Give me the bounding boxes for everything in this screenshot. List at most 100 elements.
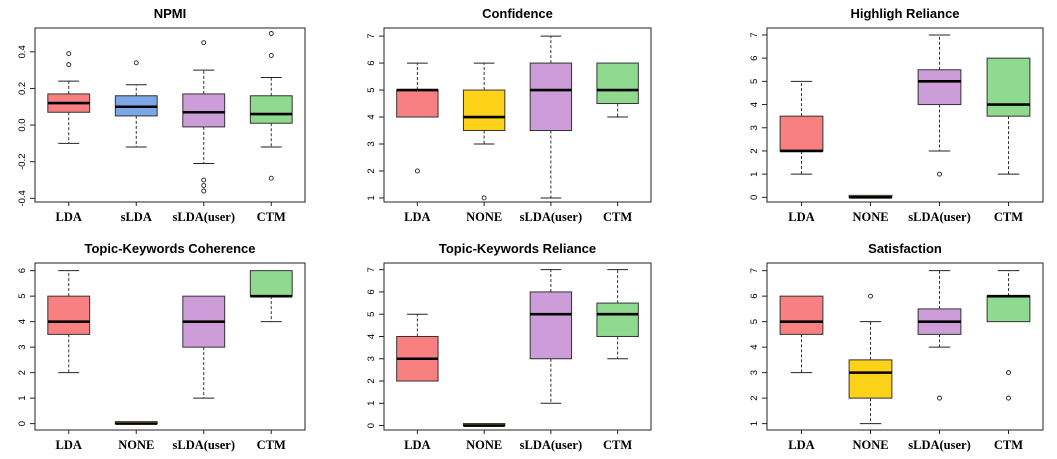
box-body [529,291,573,360]
y-tick-label: 2 [366,168,377,173]
outlier-point [268,31,274,36]
outlier-point [268,53,274,58]
y-tick-label: 4 [749,102,760,107]
y-tick-label: 7 [749,32,760,37]
y-tick-label: 7 [366,33,377,38]
box-ctm [596,269,639,360]
y-tick-label: 3 [366,356,377,361]
box-lda [779,295,824,374]
plot-frame [383,27,652,203]
chart-title: NPMI [154,6,187,21]
y-tick-label: 1 [17,395,28,400]
y-tick-label: 7 [749,268,760,273]
y-tick-label: 0 [749,195,760,200]
box-slda-user- [529,269,573,404]
outlier-point [201,40,207,46]
box-body [986,295,1031,323]
category-label: LDA [788,210,814,224]
category-label: LDA [56,438,82,452]
outlier-point [414,168,420,174]
plot-frame [34,262,306,431]
y-tick-label: 1 [749,172,760,177]
box-slda-user- [182,295,226,399]
boxplot-panel: Topic-Keywords Reliance 0 1 2 3 4 5 6 7 LDA NONE sL… [366,241,652,452]
box-body [529,62,573,132]
box-body [462,89,506,132]
box-body [249,95,293,124]
y-tick-label: 1 [366,195,377,200]
box-slda [114,60,158,148]
box-none [462,423,506,427]
category-label: CTM [603,438,632,452]
box-slda-user- [917,270,962,401]
boxplot-panel: Highligh Reliance 0 1 2 3 4 5 6 7 LDA NONE sLDA(use… [749,6,1044,224]
y-tick-label: 5 [366,312,377,317]
box-body [596,302,639,337]
box-body [848,359,893,399]
category-label: NONE [466,438,502,452]
y-tick-label: 3 [749,125,760,130]
y-tick-label: -0.2 [17,154,28,170]
category-label: LDA [404,438,430,452]
plot-frame [766,27,1044,203]
y-tick-label: 5 [17,293,28,298]
category-label: CTM [257,438,286,452]
y-tick-label: 5 [749,319,760,324]
y-tick-label: 4 [17,319,28,324]
outlier-point [268,175,274,181]
y-tick-label: 6 [17,268,28,273]
box-body [986,57,1031,117]
plot-frame [383,262,652,431]
y-tick-label: 5 [366,87,377,92]
y-tick-label: 0.2 [17,82,28,95]
outlier-point [1006,370,1011,376]
chart-title: Satisfaction [868,241,942,256]
box-lda [396,313,439,382]
plot-frame [34,27,306,203]
chart-title: Topic-Keywords Reliance [439,241,596,256]
chart-title: Highligh Reliance [850,6,959,21]
box-ctm [596,62,639,118]
y-tick-label: 4 [366,334,377,339]
box-none [462,62,506,201]
boxplot-panel: Satisfaction 1 2 3 4 5 6 7 LDA NONE sLDA(user) CTM [749,241,1044,452]
chart-title: Confidence [482,6,553,21]
box-ctm [249,270,293,323]
y-tick-label: 6 [749,293,760,298]
category-label: sLDA(user) [173,438,236,452]
y-tick-label: -0.4 [17,190,28,206]
box-body [779,115,824,152]
y-tick-label: 2 [749,395,760,400]
category-label: sLDA(user) [520,438,583,452]
box-lda [396,62,439,174]
box-body [47,295,91,335]
y-tick-label: 2 [17,370,28,375]
category-label: sLDA [121,210,152,224]
box-none [114,421,158,425]
box-body [249,270,293,297]
y-tick-label: 3 [366,141,377,146]
category-label: NONE [852,438,888,452]
plot-frame [766,262,1044,431]
category-label: CTM [257,210,286,224]
box-body [917,69,962,106]
box-body [182,93,226,128]
category-label: CTM [994,438,1023,452]
box-body [596,62,639,105]
category-label: LDA [788,438,814,452]
outlier-point [937,395,942,401]
y-tick-label: 6 [749,56,760,61]
outlier-point [201,183,207,188]
y-tick-label: 0 [17,421,28,426]
outlier-point [201,188,207,194]
box-body [396,89,439,118]
y-tick-label: 2 [366,378,377,383]
box-ctm [249,31,293,181]
boxplot-panel: Confidence 1 2 3 4 5 6 7 LDA NONE sLDA(user) CTM [366,6,652,224]
category-label: CTM [994,210,1023,224]
outlier-point [868,293,873,299]
y-tick-label: 7 [366,267,377,272]
box-none [848,293,893,425]
boxplot-panel: NPMI -0.4 -0.2 0.0 0.2 0.4 LDA sLDA sLDA(user) CT… [17,6,306,224]
